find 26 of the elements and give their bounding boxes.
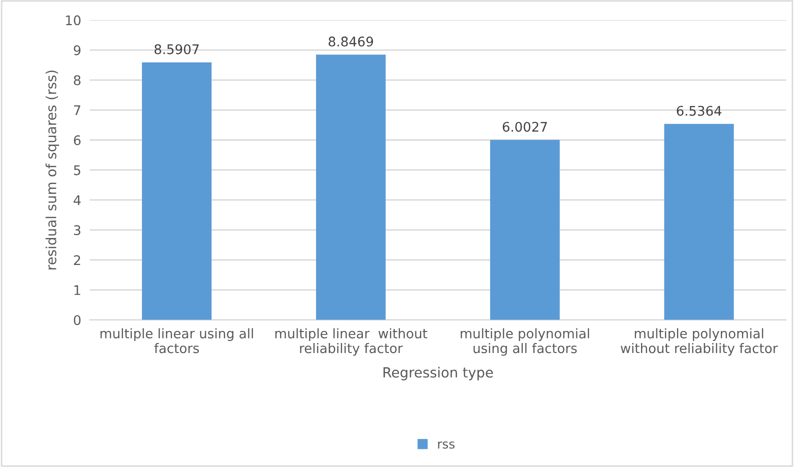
x-tick-label: multiple polynomial without reliability factor — [620, 328, 778, 356]
bar — [664, 124, 734, 320]
bar — [142, 62, 212, 320]
x-tick-label: multiple linear without reliability factor — [275, 328, 428, 356]
x-tick-label: multiple linear using all factors — [100, 328, 253, 354]
x-axis-title: Regression type — [384, 366, 493, 380]
y-tick-label: 10 — [66, 15, 81, 26]
y-tick-label: 4 — [74, 195, 81, 205]
y-axis-title: residual sum of squares (rss) — [46, 70, 60, 270]
bar — [490, 140, 560, 320]
bar — [316, 54, 386, 320]
y-tick-label: 8 — [74, 75, 80, 86]
y-tick-label: 1 — [74, 285, 80, 295]
x-tick-label: multiple polynomial using all factors — [460, 328, 590, 356]
y-tick-label: 0 — [74, 315, 81, 326]
y-tick-label: 5 — [74, 165, 80, 176]
y-tick-label: 6 — [74, 135, 81, 146]
legend-label: rss — [438, 441, 455, 449]
y-tick-label: 9 — [74, 45, 80, 56]
data-label: 8.8469 — [328, 36, 374, 47]
data-label: 6.0027 — [502, 122, 547, 132]
y-tick-label: 3 — [74, 225, 80, 236]
y-tick-label: 2 — [74, 255, 80, 265]
y-tick-label: 7 — [74, 105, 80, 116]
data-label: 8.5907 — [154, 44, 199, 54]
data-label: 6.5364 — [676, 106, 722, 116]
